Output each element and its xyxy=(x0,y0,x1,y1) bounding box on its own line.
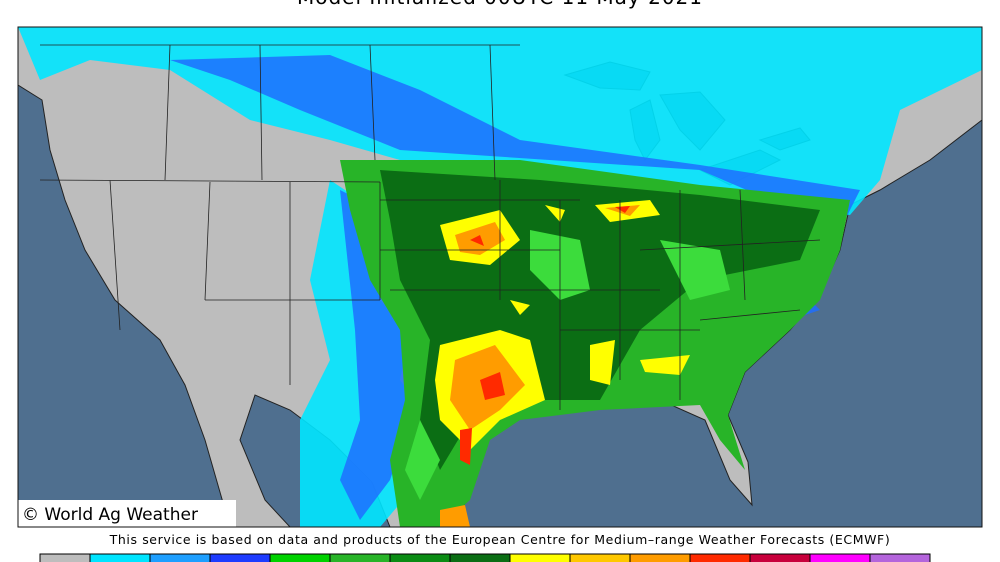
legend-swatch xyxy=(149,553,211,562)
legend-swatch xyxy=(869,553,931,562)
legend-swatch xyxy=(509,553,571,562)
color-legend xyxy=(39,553,931,562)
credit: © World Ag Weather xyxy=(22,505,198,525)
legend-swatch xyxy=(449,553,511,562)
legend-swatch xyxy=(269,553,331,562)
legend-swatch xyxy=(89,553,151,562)
map-title: Model Initialized 00UTC 11 May 2021 xyxy=(297,0,703,9)
credit-box xyxy=(18,500,236,527)
legend-swatch xyxy=(209,553,271,562)
legend-swatch xyxy=(689,553,751,562)
legend-swatch xyxy=(329,553,391,562)
precipitation xyxy=(18,27,982,527)
state-borders xyxy=(39,44,821,410)
map-frame xyxy=(17,26,983,528)
precip-light-blue xyxy=(18,27,982,527)
legend-swatch xyxy=(809,553,871,562)
legend-swatch xyxy=(569,553,631,562)
precip-orange xyxy=(440,205,640,527)
legend-swatch xyxy=(389,553,451,562)
legend-swatch xyxy=(629,553,691,562)
legend-swatch xyxy=(749,553,811,562)
legend-swatch xyxy=(39,553,91,562)
precip-bright-green xyxy=(405,230,730,500)
map-panel: © World Ag Weather xyxy=(17,26,983,528)
map-content: © World Ag Weather xyxy=(18,27,982,527)
footer-note: This service is based on data and produc… xyxy=(109,532,891,547)
border-line xyxy=(39,44,821,410)
